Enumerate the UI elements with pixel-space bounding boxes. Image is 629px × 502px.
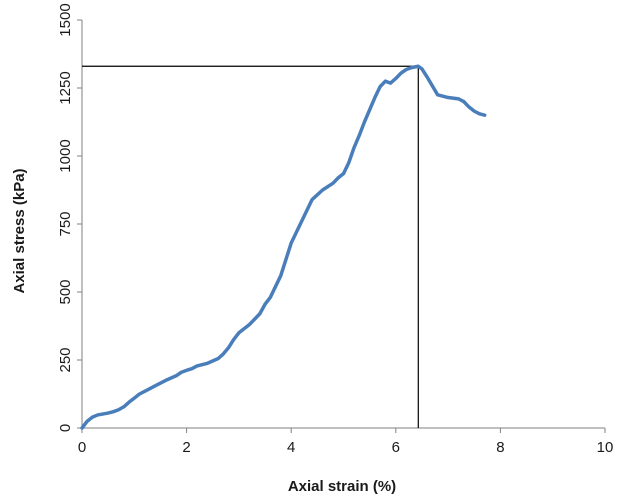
- y-tick-label: 1500: [57, 3, 74, 36]
- x-tick-label: 6: [392, 439, 400, 456]
- x-tick-label: 0: [78, 439, 86, 456]
- x-tick-label: 4: [287, 439, 295, 456]
- series-layer: [80, 64, 487, 430]
- x-tick-label: 2: [182, 439, 190, 456]
- y-tick-label: 250: [57, 347, 74, 372]
- y-tick-label: 0: [57, 424, 74, 432]
- y-tick-label: 500: [57, 279, 74, 304]
- y-tick-label: 1250: [57, 71, 74, 104]
- x-axis-title: Axial strain (%): [288, 478, 396, 495]
- y-tick-label: 1000: [57, 139, 74, 172]
- tick-labels: 0 2 4 6 8 10 0 250 500 750 1000 1250 1500: [57, 3, 613, 456]
- axes: [77, 19, 606, 433]
- x-tick-label: 8: [496, 439, 504, 456]
- peak-reference-lines: [82, 65, 419, 428]
- x-tick-label: 10: [597, 439, 614, 456]
- y-axis-title: Axial stress (kPa): [11, 168, 28, 293]
- series-line-0: [80, 64, 487, 430]
- y-tick-label: 750: [57, 211, 74, 236]
